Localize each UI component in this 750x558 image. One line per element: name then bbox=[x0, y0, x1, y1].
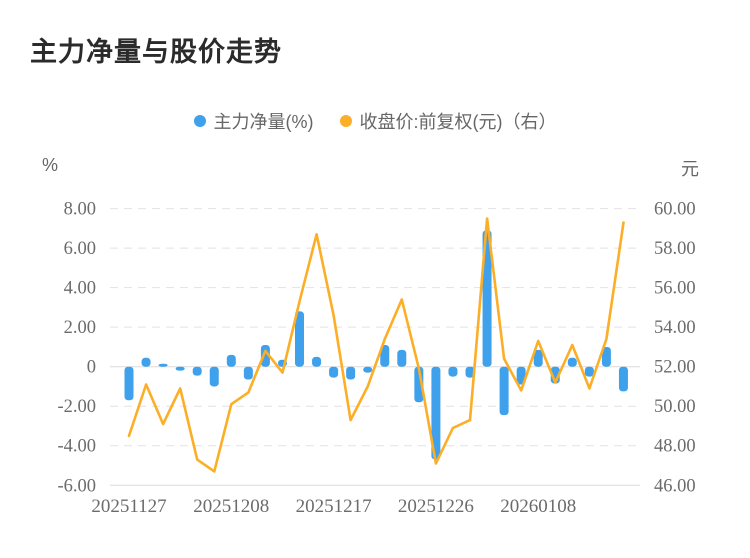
left-axis-tick: -2.00 bbox=[57, 397, 96, 417]
net-volume-bar[interactable] bbox=[601, 346, 611, 367]
net-volume-bar[interactable] bbox=[584, 366, 594, 377]
left-axis-tick: 8.00 bbox=[64, 200, 96, 220]
net-volume-bar[interactable] bbox=[397, 349, 407, 367]
right-axis-tick: 56.00 bbox=[654, 279, 696, 299]
left-axis-tick: 0 bbox=[87, 358, 96, 378]
net-volume-bar[interactable] bbox=[448, 366, 458, 377]
right-axis-tick: 58.00 bbox=[654, 239, 696, 259]
net-volume-bar[interactable] bbox=[295, 311, 304, 367]
net-volume-bar[interactable] bbox=[618, 366, 628, 392]
net-volume-bar[interactable] bbox=[209, 366, 219, 387]
left-axis-tick: 6.00 bbox=[64, 239, 96, 259]
legend-label: 主力净量(%) bbox=[213, 112, 314, 132]
right-axis-tick: 52.00 bbox=[654, 358, 696, 378]
x-axis-date-label: 20260108 bbox=[500, 496, 576, 517]
x-axis-date-label: 20251217 bbox=[296, 496, 372, 517]
net-volume-bar[interactable] bbox=[243, 366, 253, 380]
right-axis-unit: 元 bbox=[681, 159, 699, 179]
right-axis-tick: 46.00 bbox=[654, 476, 696, 496]
legend-dot-icon bbox=[339, 115, 352, 127]
net-volume-bar[interactable] bbox=[346, 366, 356, 380]
legend-item-close-price[interactable]: 收盘价:前复权(元)（右） bbox=[339, 108, 557, 134]
net-volume-bar[interactable] bbox=[226, 354, 236, 367]
net-volume-bar[interactable] bbox=[380, 344, 390, 367]
right-axis-tick: 50.00 bbox=[654, 397, 696, 417]
x-axis-date-label: 20251226 bbox=[398, 496, 474, 517]
left-axis-tick: 2.00 bbox=[64, 318, 96, 338]
right-axis-tick: 60.00 bbox=[654, 200, 696, 220]
page-title: 主力净量与股价走势 bbox=[30, 37, 282, 67]
left-axis-unit: % bbox=[42, 155, 59, 175]
legend: 主力净量(%) 收盘价:前复权(元)（右） bbox=[0, 108, 750, 134]
right-axis-tick: 48.00 bbox=[654, 437, 696, 457]
net-volume-bar[interactable] bbox=[431, 366, 441, 460]
net-volume-bar[interactable] bbox=[567, 357, 577, 367]
net-volume-bar[interactable] bbox=[124, 366, 134, 401]
net-volume-bar[interactable] bbox=[533, 349, 543, 367]
right-axis-tick: 54.00 bbox=[654, 318, 696, 338]
legend-item-net-volume[interactable]: 主力净量(%) bbox=[193, 108, 314, 134]
net-volume-bar[interactable] bbox=[482, 230, 492, 367]
net-volume-bar[interactable] bbox=[141, 357, 151, 367]
net-volume-bar[interactable] bbox=[499, 366, 509, 416]
left-axis-tick: -4.00 bbox=[57, 437, 96, 457]
legend-label: 收盘价:前复权(元)（右） bbox=[359, 112, 557, 132]
close-price-line[interactable] bbox=[127, 217, 625, 473]
legend-dot-icon bbox=[193, 115, 206, 127]
net-volume-bar[interactable] bbox=[175, 366, 185, 371]
net-volume-bar[interactable] bbox=[158, 363, 168, 367]
net-volume-bar[interactable] bbox=[312, 356, 322, 367]
net-volume-bar[interactable] bbox=[465, 366, 475, 378]
left-axis-tick: 4.00 bbox=[64, 279, 96, 299]
net-volume-bar[interactable] bbox=[192, 366, 202, 376]
net-volume-bar[interactable] bbox=[329, 366, 339, 378]
x-axis-date-label: 20251208 bbox=[193, 496, 269, 517]
left-axis-tick: -6.00 bbox=[57, 476, 96, 496]
net-volume-bar[interactable] bbox=[260, 344, 270, 367]
x-axis-date-label: 20251127 bbox=[91, 496, 166, 517]
net-volume-bar[interactable] bbox=[363, 366, 373, 373]
